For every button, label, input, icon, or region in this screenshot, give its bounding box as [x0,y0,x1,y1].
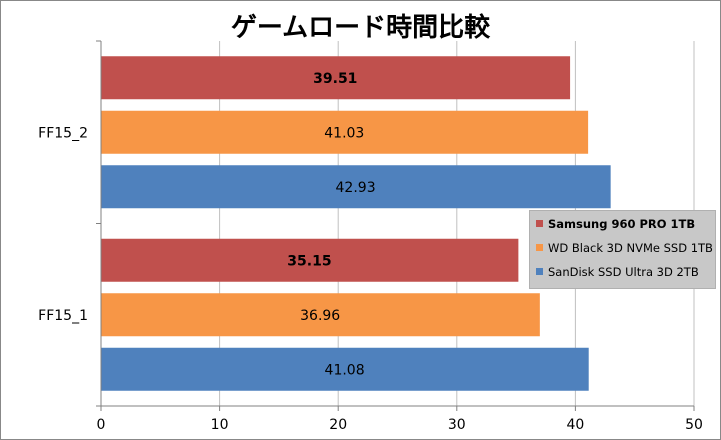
legend-swatch-wd [536,244,543,251]
x-tick-label: 50 [685,417,703,433]
legend-item-samsung: Samsung 960 PRO 1TB [536,215,695,233]
bar [101,165,611,209]
chart-title: ゲームロード時間比較 [230,13,491,43]
data-label: 41.08 [325,362,365,378]
legend-swatch-samsung [536,220,543,227]
data-label: 36.96 [300,308,340,324]
x-tick-label: 20 [329,417,347,433]
legend-label-wd: WD Black 3D NVMe SSD 1TB [548,241,713,255]
bar [101,293,540,337]
legend-item-sandisk: SanDisk SSD Ultra 3D 2TB [536,263,699,281]
x-tick-label: 10 [211,417,229,433]
legend-label-sandisk: SanDisk SSD Ultra 3D 2TB [548,265,699,279]
legend-swatch-sandisk [536,268,543,275]
data-label: 41.03 [324,125,364,141]
y-category-label: FF15_2 [38,125,88,141]
bar [101,347,589,391]
data-label: 42.93 [336,180,376,196]
data-label: 35.15 [287,253,331,269]
bar [101,56,571,100]
data-label: 39.51 [313,71,357,87]
bar [101,238,519,282]
legend-item-wd: WD Black 3D NVMe SSD 1TB [536,239,713,257]
x-tick-label: 30 [448,417,466,433]
x-tick-label: 40 [566,417,584,433]
legend: Samsung 960 PRO 1TB WD Black 3D NVMe SSD… [529,210,716,289]
bar [101,110,589,154]
x-tick-label: 0 [97,417,106,433]
y-category-label: FF15_1 [38,308,88,324]
legend-label-samsung: Samsung 960 PRO 1TB [548,217,696,231]
